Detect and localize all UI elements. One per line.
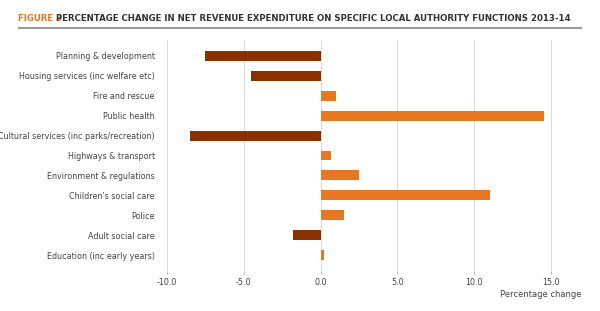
Bar (251, 71, 320, 81)
Bar (320, 190, 490, 200)
Text: FIGURE 3: FIGURE 3 (18, 14, 62, 23)
Bar (320, 91, 336, 101)
Bar (293, 230, 320, 240)
Bar (320, 111, 544, 121)
Bar (320, 210, 344, 220)
Bar (320, 250, 323, 260)
Bar (205, 51, 320, 61)
Text: PERCENTAGE CHANGE IN NET REVENUE EXPENDITURE ON SPECIFIC LOCAL AUTHORITY FUNCTIO: PERCENTAGE CHANGE IN NET REVENUE EXPENDI… (53, 14, 571, 23)
X-axis label: Percentage change: Percentage change (500, 290, 582, 299)
Bar (320, 170, 359, 180)
Bar (320, 151, 331, 160)
Bar (190, 131, 320, 141)
